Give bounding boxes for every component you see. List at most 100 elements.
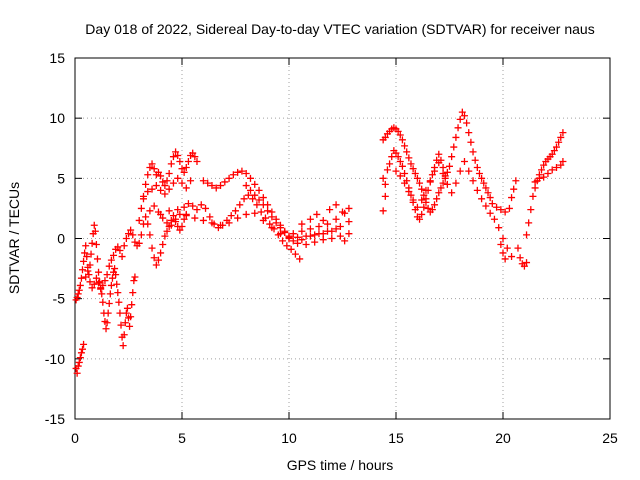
data-point [234,168,242,176]
data-point [294,239,302,247]
data-point [460,157,468,165]
data-point [126,322,134,330]
data-point [396,131,404,139]
data-point [510,185,518,193]
data-point [161,190,169,198]
data-point [92,274,100,282]
data-point [137,204,145,212]
y-tick-label: 0 [57,231,65,247]
data-point [255,196,263,204]
data-point [157,172,165,180]
data-point [157,210,165,218]
data-point [137,231,145,239]
data-point [405,188,413,196]
data-point [81,249,89,257]
data-point [95,279,103,287]
chart-title: Day 018 of 2022, Sidereal Day-to-day VTE… [85,21,594,37]
data-point [446,162,453,170]
data-point [150,202,158,210]
data-point [122,309,130,317]
data-point [407,160,415,168]
data-point [74,290,82,298]
data-point [394,127,402,135]
data-point [505,204,513,212]
data-point [437,184,445,192]
data-point [208,219,216,227]
data-point [76,281,84,289]
data-point [78,345,86,353]
data-point [130,277,138,285]
data-point [443,180,451,188]
data-point [189,149,197,157]
data-point [131,238,139,246]
data-point [298,220,306,228]
data-point [144,188,152,196]
data-point [409,196,417,204]
data-point [246,186,254,194]
data-point [548,150,556,158]
data-point [465,129,473,137]
data-point [315,222,323,230]
data-point [454,124,462,132]
data-point [105,299,113,307]
data-point [146,164,154,172]
data-point [486,209,494,217]
data-point [392,167,400,175]
data-point [311,231,319,239]
data-point [146,231,154,239]
data-point [90,280,98,288]
data-point [76,354,84,362]
data-point [298,236,306,244]
data-point [550,147,558,155]
x-axis-label: GPS time / hours [287,457,394,473]
data-point [163,219,171,227]
data-point [176,157,184,165]
data-point [336,232,344,240]
data-point [439,170,447,178]
data-point [257,208,265,216]
data-point [418,196,426,204]
data-point [287,245,295,253]
data-point [259,194,267,202]
data-point [107,256,115,264]
data-point [154,256,162,264]
data-point [328,235,336,242]
data-point [381,180,389,188]
data-point [394,153,402,161]
data-point [418,210,426,218]
data-point [234,214,242,222]
x-tick-label: 20 [495,430,511,446]
data-point [403,148,411,156]
data-point [184,157,192,165]
data-point [259,216,267,224]
data-point [86,278,94,286]
data-point [381,133,389,141]
data-point [460,112,468,120]
data-point [125,230,132,238]
data-point [540,161,548,169]
data-point [484,189,492,197]
data-point [497,206,505,214]
data-point [326,206,334,214]
data-point [345,218,353,226]
data-point [83,253,91,261]
data-point [499,235,507,242]
data-point [193,206,201,214]
data-point [306,215,314,223]
data-point [266,220,274,228]
data-point [345,204,353,212]
data-point [105,262,113,270]
data-point [259,201,267,209]
data-point [529,192,537,200]
data-point [77,274,85,282]
ticks: 0 5 10 15 20 25 -15 -10 -5 0 5 10 15 [45,50,618,446]
data-point [525,219,533,227]
data-point [206,213,214,221]
data-point [311,238,319,246]
data-point [478,195,486,203]
data-point [339,208,346,216]
data-point [114,289,122,297]
data-point [169,153,177,161]
data-point [501,208,509,216]
